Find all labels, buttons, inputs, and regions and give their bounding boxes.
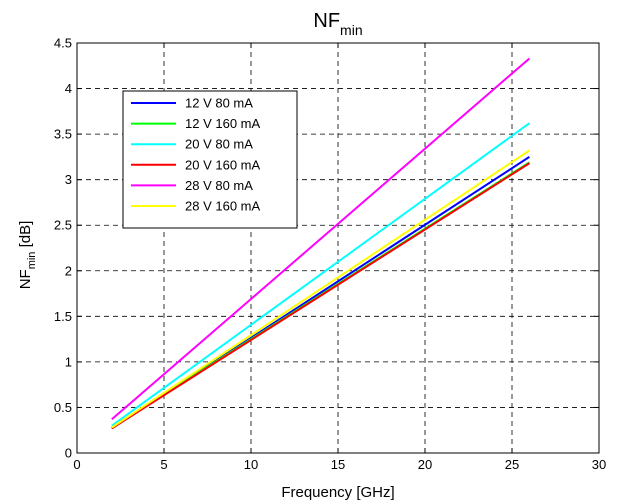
x-tick-label: 10 xyxy=(244,457,258,472)
chart-title-main: NF xyxy=(313,10,340,32)
y-axis-label: NFmin [dB] xyxy=(17,221,38,290)
y-axis-label-main: NF xyxy=(17,269,34,289)
legend-label: 12 V 160 mA xyxy=(185,116,260,131)
grid-lines xyxy=(77,43,599,453)
y-tick-label: 1.5 xyxy=(54,309,72,324)
y-tick-label: 3 xyxy=(65,172,72,187)
x-tick-label: 30 xyxy=(592,457,606,472)
series-line-6 xyxy=(111,149,530,429)
legend-label: 28 V 80 mA xyxy=(185,178,253,193)
y-tick-label: 4 xyxy=(65,81,72,96)
legend-label: 28 V 160 mA xyxy=(185,199,260,214)
axis-ticks xyxy=(76,42,600,454)
x-tick-label: 5 xyxy=(160,457,167,472)
chart-title-subscript: min xyxy=(340,22,363,38)
y-tick-label: 0 xyxy=(65,446,72,461)
series-line-5 xyxy=(111,57,531,421)
legend-entries: 12 V 80 mA 12 V 160 mA 20 V 80 mA 20 V 160 … xyxy=(131,96,260,214)
legend-label: 12 V 80 mA xyxy=(185,96,253,111)
x-tick-label: 25 xyxy=(505,457,519,472)
y-tick-label: 3.5 xyxy=(54,127,72,142)
x-axis-label: Frequency [GHz] xyxy=(281,484,394,501)
x-tick-label: 20 xyxy=(418,457,432,472)
y-axis-label-subscript: min xyxy=(26,252,38,270)
y-tick-label: 4.5 xyxy=(54,36,72,51)
x-tick-label: 0 xyxy=(73,457,80,472)
y-tick-label: 1 xyxy=(65,354,72,369)
axis-tick-labels: 0 5 10 15 20 25 30 0 0.5 1 1.5 2 2.5 3 3.5 4 4.5 xyxy=(54,36,606,473)
y-tick-label: 2.5 xyxy=(54,218,72,233)
chart-title: NFmin xyxy=(313,10,362,38)
series-line-3 xyxy=(111,122,530,427)
y-axis-label-unit: [dB] xyxy=(17,221,34,252)
x-tick-label: 15 xyxy=(331,457,345,472)
y-tick-label: 0.5 xyxy=(54,400,72,415)
legend-label: 20 V 80 mA xyxy=(185,137,253,152)
series-lines xyxy=(111,57,531,430)
series-line-4 xyxy=(111,162,530,430)
legend-label: 20 V 160 mA xyxy=(185,157,260,172)
legend: 12 V 80 mA 12 V 160 mA 20 V 80 mA 20 V 160 … xyxy=(122,90,298,229)
y-tick-label: 2 xyxy=(65,263,72,278)
